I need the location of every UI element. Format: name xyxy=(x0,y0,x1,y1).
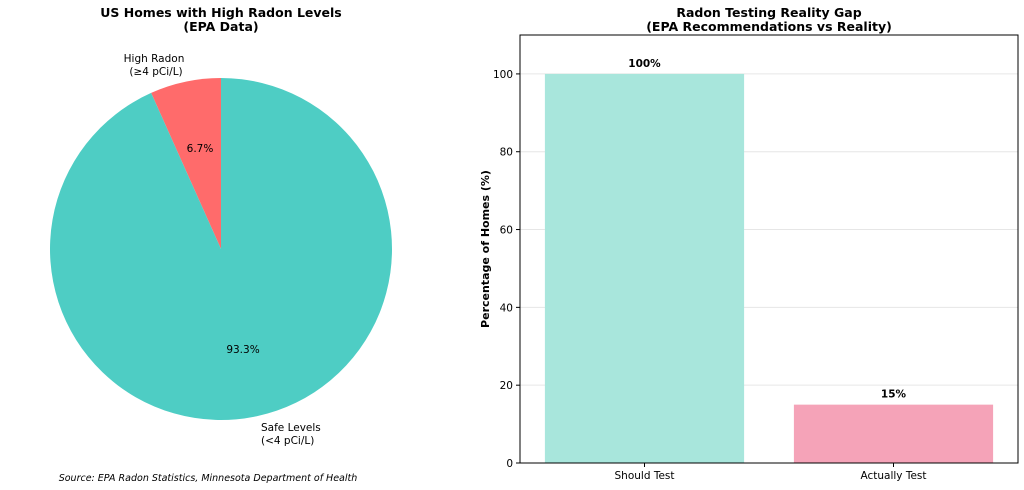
source-note: Source: EPA Radon Statistics, Minnesota … xyxy=(59,473,358,484)
y-tick-label: 60 xyxy=(500,225,513,237)
y-tick-label: 0 xyxy=(506,458,513,470)
bars xyxy=(544,73,994,463)
pie-chart: US Homes with High Radon Levels (EPA Dat… xyxy=(49,5,392,484)
pie-label-high-radon-line1: High Radon xyxy=(124,53,185,65)
y-axis-ticks: 0 20 40 60 80 100 xyxy=(493,69,520,470)
x-tick-label: Actually Test xyxy=(860,470,926,482)
pie-slice-high-radon xyxy=(151,78,221,249)
bar-actually-test xyxy=(793,404,994,463)
pie-title: US Homes with High Radon Levels xyxy=(100,5,342,20)
bar-chart: Radon Testing Reality Gap (EPA Recommend… xyxy=(479,5,1019,482)
y-tick-label: 20 xyxy=(500,380,513,392)
pie-pct-safe-levels: 93.3% xyxy=(226,344,259,356)
y-tick-label: 40 xyxy=(500,302,513,314)
bar-subtitle: (EPA Recommendations vs Reality) xyxy=(646,19,892,34)
y-axis-label: Percentage of Homes (%) xyxy=(479,170,492,328)
bar-value-label: 100% xyxy=(628,58,661,70)
pie-slice-safe-levels xyxy=(49,78,392,420)
bar-title: Radon Testing Reality Gap xyxy=(676,5,861,20)
pie-label-safe-levels-line2: (<4 pCi/L) xyxy=(261,435,314,447)
pie-label-safe-levels-line1: Safe Levels xyxy=(261,422,321,434)
bar-should-test xyxy=(544,73,745,463)
bar-value-label: 15% xyxy=(881,389,907,401)
y-tick-label: 80 xyxy=(500,147,513,159)
pie-subtitle: (EPA Data) xyxy=(183,19,258,34)
x-tick-label: Should Test xyxy=(615,470,675,482)
plot-frame xyxy=(519,34,1019,464)
pie-label-high-radon-line2: (≥4 pCi/L) xyxy=(129,66,182,78)
bar-value-labels: 100% 15% xyxy=(628,58,906,401)
pie-pct-high-radon: 6.7% xyxy=(187,143,214,155)
y-tick-label: 100 xyxy=(493,69,513,81)
x-axis-ticks: Should Test Actually Test xyxy=(615,463,927,482)
